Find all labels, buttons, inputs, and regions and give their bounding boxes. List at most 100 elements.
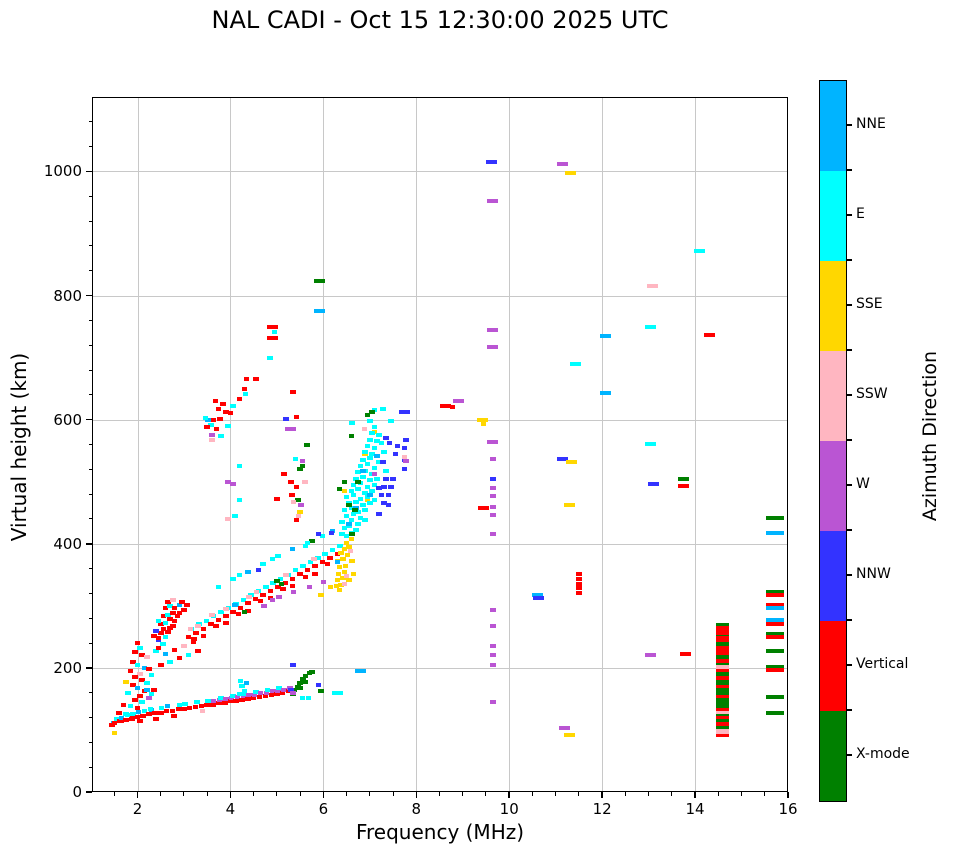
echo-point [118, 715, 125, 720]
y-major-tick [86, 418, 92, 421]
echo-point [576, 586, 582, 591]
echo-point [403, 437, 409, 442]
echo-point [232, 602, 238, 607]
echo-point [487, 440, 499, 445]
x-minor-tick [764, 792, 766, 796]
echo-point [766, 606, 785, 611]
echo-point [350, 512, 357, 516]
echo-point [146, 712, 152, 717]
colorbar-tick [847, 214, 852, 216]
echo-point [165, 629, 171, 634]
echo-point [162, 652, 169, 657]
echo-point [376, 485, 382, 490]
echo-point [288, 479, 294, 484]
echo-point [380, 459, 386, 464]
echo-point [336, 487, 343, 492]
echo-point [338, 582, 344, 587]
echo-point [343, 495, 350, 500]
echo-point [195, 623, 201, 628]
echo-point [212, 399, 219, 404]
echo-point [137, 719, 143, 724]
echo-point [766, 603, 785, 608]
echo-point [318, 592, 324, 597]
echo-bar-segment [715, 675, 729, 681]
y-major-tick [86, 667, 92, 669]
echo-point [381, 484, 387, 489]
echo-point [677, 476, 689, 481]
echo-point [205, 417, 211, 422]
echo-point [476, 417, 488, 422]
echo-point [299, 459, 306, 464]
echo-point [300, 677, 306, 682]
x-major-tick [415, 792, 418, 798]
y-minor-tick [88, 692, 92, 694]
echo-point [371, 482, 378, 487]
echo-point [253, 690, 259, 695]
echo-point [383, 436, 389, 441]
echo-point [243, 680, 250, 685]
y-minor-tick [88, 245, 92, 247]
x-minor-tick [555, 792, 557, 796]
echo-point [766, 531, 785, 536]
echo-point [222, 700, 228, 705]
colorbar-segment-Vertical [820, 621, 846, 711]
echo-point [245, 569, 251, 574]
echo-point [227, 411, 234, 416]
echo-bar-segment [715, 672, 729, 676]
colorbar-label-X-mode: X-mode [856, 746, 910, 762]
echo-bar-segment [715, 718, 729, 722]
colorbar-tick [847, 619, 852, 621]
echo-point [338, 551, 344, 556]
echo-point [360, 458, 366, 462]
echo-point [309, 538, 315, 543]
x-major-tick [229, 792, 232, 798]
echo-point [269, 557, 276, 562]
colorbar-segment-SSE [820, 261, 846, 351]
echo-bar-segment [715, 721, 729, 726]
echo-point [123, 679, 129, 684]
echo-point [160, 626, 167, 631]
echo-point [268, 692, 275, 697]
echo-point [335, 571, 342, 576]
echo-point [225, 516, 231, 521]
colorbar-label-NNE: NNE [856, 116, 886, 132]
echo-point [487, 345, 499, 350]
echo-point [381, 449, 387, 454]
echo-point [298, 503, 304, 508]
y-minor-tick [88, 195, 92, 197]
echo-point [198, 704, 205, 709]
echo-point [210, 699, 217, 704]
colorbar-label-SSW: SSW [856, 386, 888, 402]
echo-point [350, 571, 357, 576]
colorbar-tick [847, 439, 852, 441]
x-tick-label: 16 [778, 800, 798, 818]
echo-point [111, 731, 118, 736]
echo-point [243, 377, 250, 382]
echo-point [134, 685, 141, 690]
echo-point [141, 665, 148, 670]
echo-point [137, 693, 143, 698]
echo-point [371, 498, 378, 503]
echo-point [385, 493, 392, 498]
echo-point [111, 720, 118, 725]
echo-point [394, 443, 401, 448]
echo-point [290, 499, 297, 504]
echo-point [160, 642, 166, 647]
echo-point [490, 504, 496, 509]
echo-point [342, 563, 349, 568]
echo-point [151, 633, 157, 638]
echo-point [347, 549, 354, 554]
y-axis-label: Virtual height (km) [7, 352, 31, 542]
echo-point [245, 608, 251, 613]
echo-point [215, 406, 222, 411]
echo-point [304, 568, 311, 573]
echo-point [390, 476, 396, 481]
echo-bar-segment [715, 635, 729, 637]
echo-point [171, 606, 178, 611]
echo-point [299, 463, 306, 468]
echo-point [260, 593, 266, 598]
echo-point [355, 509, 361, 514]
echo-point [293, 484, 300, 489]
echo-bar-segment [715, 659, 729, 663]
echo-point [766, 631, 785, 636]
